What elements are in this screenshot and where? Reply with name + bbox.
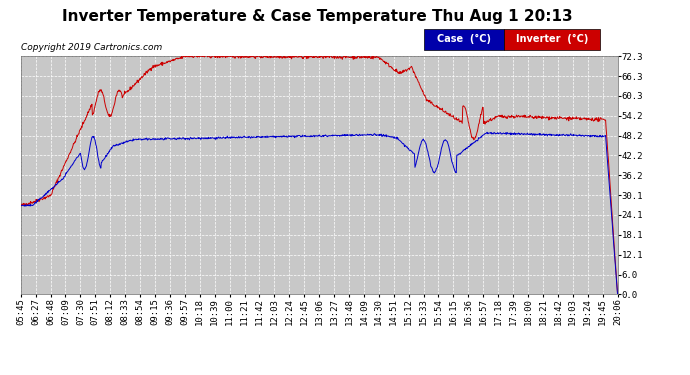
Text: Inverter Temperature & Case Temperature Thu Aug 1 20:13: Inverter Temperature & Case Temperature … (62, 9, 573, 24)
Text: Case  (°C): Case (°C) (437, 34, 491, 44)
Text: Copyright 2019 Cartronics.com: Copyright 2019 Cartronics.com (21, 43, 162, 52)
Text: Inverter  (°C): Inverter (°C) (516, 34, 588, 44)
